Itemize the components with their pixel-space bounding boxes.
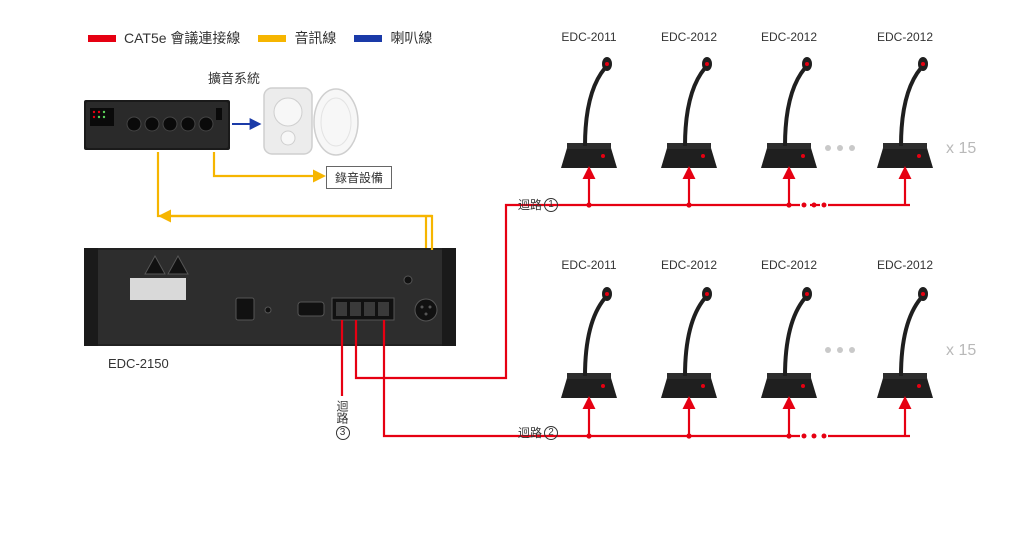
microphone-icon	[561, 287, 617, 398]
loop3-label: 迴路 3	[334, 400, 351, 440]
loop2-num-icon: 2	[544, 426, 558, 440]
microphone-icon	[561, 57, 617, 168]
microphone-icon	[877, 287, 933, 398]
legend: CAT5e 會議連接線 音訊線 喇叭線	[88, 28, 432, 48]
loop1-label: 迴路 1	[518, 196, 558, 213]
mic-model-label: EDC-2011	[559, 258, 619, 272]
legend-label-cat5e: CAT5e 會議連接線	[124, 28, 240, 48]
microphone-icon	[661, 57, 717, 168]
mic-model-label: EDC-2012	[659, 30, 719, 44]
multiplier-top: x 15	[946, 140, 976, 158]
mic-model-label: EDC-2012	[659, 258, 719, 272]
microphone-icon	[877, 57, 933, 168]
speakers	[264, 88, 358, 155]
diagram-svg	[0, 0, 1024, 558]
legend-label-speaker: 喇叭線	[390, 28, 432, 48]
multiplier-bottom: x 15	[946, 342, 976, 360]
amplifier-device	[84, 100, 230, 150]
legend-speaker: 喇叭線	[354, 28, 432, 48]
microphone-icon	[761, 287, 817, 398]
legend-swatch-audio	[258, 35, 286, 42]
mic-model-label: EDC-2012	[759, 30, 819, 44]
mic-model-label: EDC-2011	[559, 30, 619, 44]
loop3-text: 迴路	[334, 400, 351, 424]
loop2-label: 迴路 2	[518, 424, 558, 441]
ellipsis-dots-bottom	[825, 347, 855, 353]
mic-model-label: EDC-2012	[759, 258, 819, 272]
legend-swatch-cat5e	[88, 35, 116, 42]
controller-model-label: EDC-2150	[108, 356, 169, 371]
recording-box-label: 錄音設備	[326, 166, 392, 189]
loop1-num-icon: 1	[544, 198, 558, 212]
legend-label-audio: 音訊線	[294, 28, 336, 48]
microphone-icon	[661, 287, 717, 398]
loop1-text: 迴路	[518, 196, 542, 213]
legend-audio: 音訊線	[258, 28, 336, 48]
ellipsis-dots-top	[825, 145, 855, 151]
amp-system-label: 擴音系統	[208, 68, 260, 87]
loop3-num-icon: 3	[336, 426, 350, 440]
mic-model-label: EDC-2012	[875, 258, 935, 272]
microphone-icon	[761, 57, 817, 168]
legend-cat5e: CAT5e 會議連接線	[88, 28, 240, 48]
controller-device	[84, 248, 456, 346]
mic-model-label: EDC-2012	[875, 30, 935, 44]
legend-swatch-speaker	[354, 35, 382, 42]
loop2-text: 迴路	[518, 424, 542, 441]
